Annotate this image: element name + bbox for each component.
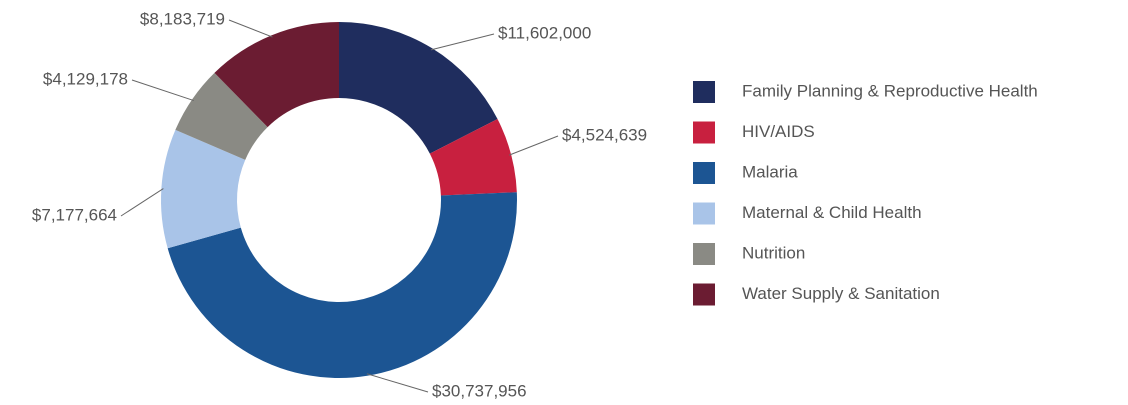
legend-label: HIV/AIDS: [742, 122, 815, 141]
leader-line: [366, 373, 429, 393]
data-label: $4,524,639: [562, 125, 647, 144]
data-label: $30,737,956: [432, 381, 527, 400]
leader-line: [228, 19, 273, 38]
data-label: $4,129,178: [43, 69, 128, 88]
leader-line: [508, 135, 559, 156]
donut-slice: [167, 192, 517, 379]
data-label: $11,602,000: [498, 23, 591, 42]
leader-line: [131, 79, 194, 102]
legend-swatch: [693, 243, 715, 265]
donut-slice: [429, 119, 517, 196]
legend-swatch: [693, 121, 715, 144]
legend-label: Water Supply & Sanitation: [742, 284, 940, 303]
donut-slice: [175, 72, 268, 160]
legend-swatch: [693, 202, 715, 225]
leader-line: [430, 33, 495, 51]
donut-slice: [339, 22, 498, 154]
data-label: $8,183,719: [140, 9, 225, 28]
legend-swatch: [693, 81, 715, 103]
legend-label: Nutrition: [742, 243, 805, 262]
legend-label: Maternal & Child Health: [742, 203, 922, 222]
legend-swatch: [693, 283, 715, 306]
data-label: $7,177,664: [32, 205, 117, 224]
leader-line: [120, 188, 164, 217]
legend-label: Malaria: [742, 162, 798, 181]
legend-label: Family Planning & Reproductive Health: [742, 81, 1038, 100]
donut-slice: [161, 129, 246, 249]
donut-slice: [214, 21, 339, 128]
legend-swatch: [693, 162, 715, 184]
